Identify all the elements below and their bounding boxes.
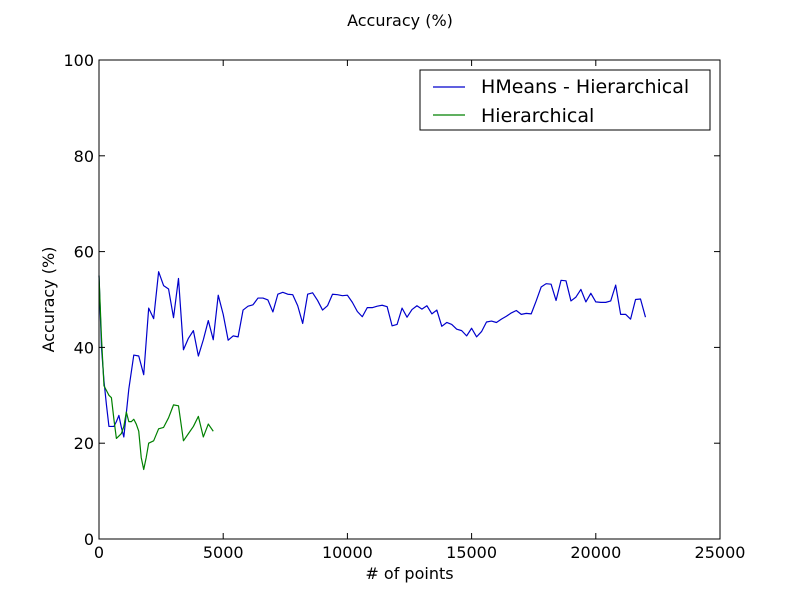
y-tick-label: 20	[74, 434, 94, 453]
y-tick-label: 60	[74, 243, 94, 262]
y-tick-label: 80	[74, 147, 94, 166]
x-axis-label: # of points	[365, 564, 453, 583]
y-axis: 0 20 40 60 80 100	[63, 51, 720, 549]
legend-box	[419, 69, 711, 131]
series-line-hierarchical	[98, 275, 214, 471]
x-tick-label: 25000	[695, 543, 746, 562]
x-tick-label: 0	[94, 543, 104, 562]
legend: HMeans - Hierarchical Hierarchical	[419, 69, 711, 131]
legend-entry-hmeans: HMeans - Hierarchical	[475, 76, 689, 98]
x-tick-label: 10000	[322, 543, 373, 562]
y-tick-label: 0	[84, 530, 94, 549]
y-tick-label: 40	[74, 338, 94, 357]
series-layer	[98, 271, 647, 471]
x-tick-label: 15000	[446, 543, 497, 562]
y-tick-label: 100	[63, 51, 94, 70]
series-line-hmeans-hierarchical	[98, 271, 647, 438]
x-tick-label: 20000	[570, 543, 621, 562]
y-axis-label: Accuracy (%)	[39, 247, 58, 353]
plot-area-frame	[98, 59, 721, 540]
x-tick-label: 5000	[203, 543, 244, 562]
legend-entry-hierarchical: Hierarchical	[481, 105, 594, 127]
chart-title: Accuracy (%)	[347, 11, 453, 30]
x-axis: 0 5000 10000 15000 20000 25000	[94, 60, 746, 562]
